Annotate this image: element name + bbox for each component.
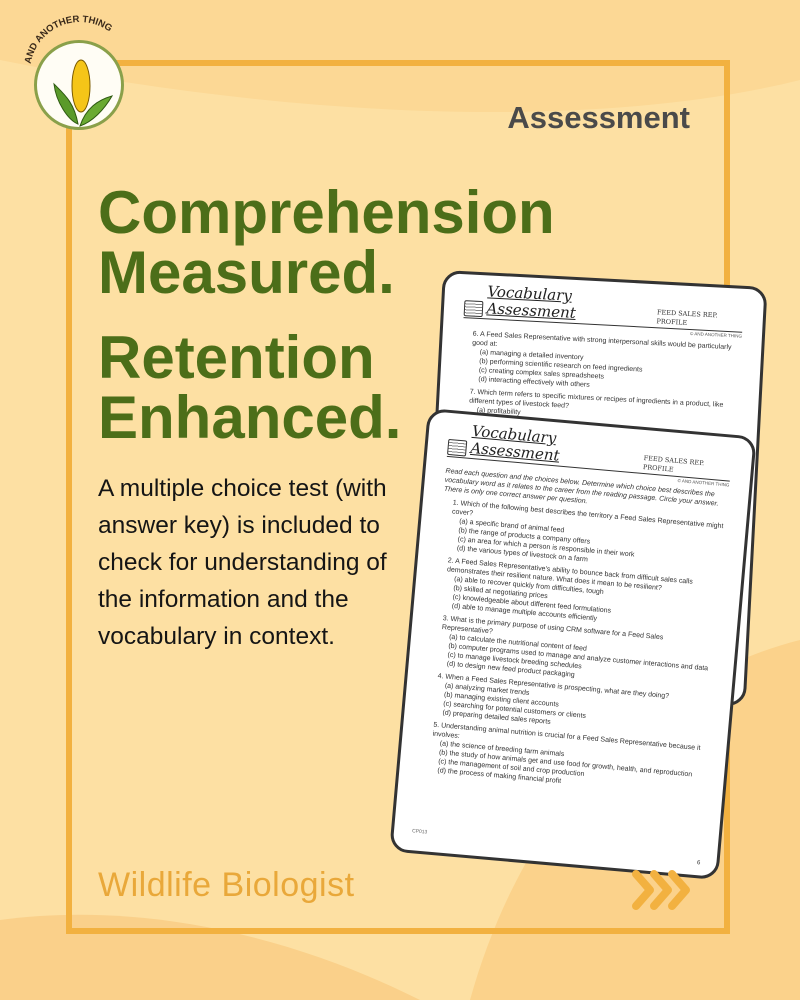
logo: [34, 40, 124, 130]
headline-line: Comprehension: [98, 179, 555, 246]
corn-icon: [53, 59, 114, 127]
worksheet-page-front: Vocabulary Assessment FEED SALES REP. PR…: [389, 408, 757, 881]
book-icon: [446, 438, 468, 457]
svg-text:AND ANOTHER THING: AND ANOTHER THING: [24, 14, 114, 65]
career-title: Wildlife Biologist: [98, 866, 355, 904]
question: 6. A Feed Sales Representative with stro…: [460, 329, 741, 398]
description: A multiple choice test (with answer key)…: [98, 475, 387, 650]
headline-line: Enhanced.: [98, 384, 402, 451]
book-icon: [463, 300, 483, 318]
headline-1: Comprehension Measured.: [98, 183, 555, 303]
page-number: 6: [696, 860, 701, 867]
page-code: CP013: [411, 828, 428, 836]
triple-chevron-right-icon[interactable]: [630, 868, 692, 912]
logo-text-arc: AND ANOTHER THING: [24, 14, 114, 65]
logo-text: AND ANOTHER THING: [24, 14, 114, 65]
headline-2: Retention Enhanced.: [98, 328, 401, 448]
assessment-label: Assessment: [507, 100, 690, 135]
title-text: Vocabulary Assessment: [486, 282, 577, 322]
headline-line: Retention: [98, 324, 375, 391]
subtitle-text: FEED SALES REP. PROFILE: [656, 308, 718, 327]
headline-line: Measured.: [98, 239, 395, 306]
